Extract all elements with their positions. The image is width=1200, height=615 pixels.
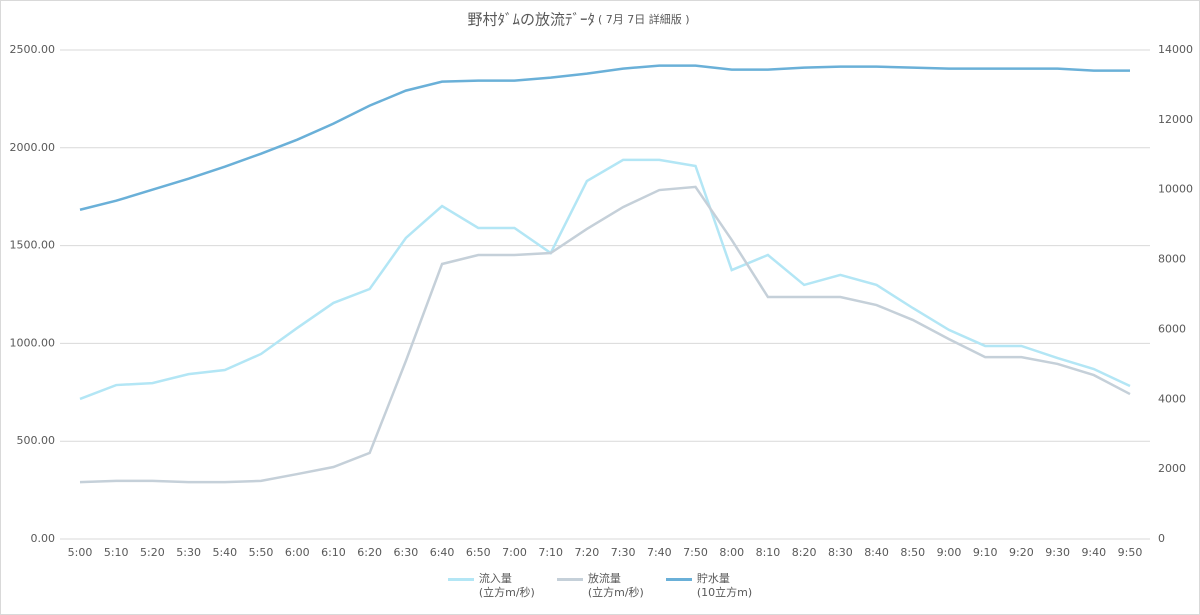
chart-title: 野村ﾀﾞﾑの放流ﾃﾞｰﾀ (467, 11, 595, 29)
x-tick-label: 6:20 (357, 546, 382, 559)
x-tick-label: 8:00 (719, 546, 744, 559)
legend-label: 流入量 (立方m/秒) (478, 572, 535, 599)
legend-label: 放流量 (立方m/秒) (587, 572, 644, 599)
x-tick-label: 9:10 (973, 546, 998, 559)
series-line (79, 185, 1131, 484)
x-tick-label: 9:30 (1045, 546, 1070, 559)
x-tick-label: 8:40 (864, 546, 889, 559)
x-tick-label: 5:50 (249, 546, 274, 559)
y-tick-label: 0.00 (31, 532, 56, 545)
y-tick-label: 500.00 (17, 434, 56, 447)
y2-tick-label: 10000 (1158, 183, 1193, 196)
y-tick-label: 2000.00 (10, 141, 56, 154)
legend-swatch (556, 578, 583, 581)
x-tick-label: 7:50 (683, 546, 708, 559)
legend: 流入量 (立方m/秒) 放流量 (立方m/秒) 貯水量 (10立方m) (0, 572, 1200, 600)
x-tick-label: 5:00 (68, 546, 93, 559)
legend-swatch (447, 578, 474, 581)
x-tick-label: 6:30 (394, 546, 419, 559)
x-tick-label: 8:30 (828, 546, 853, 559)
y2-tick-label: 8000 (1158, 253, 1186, 266)
y2-tick-label: 6000 (1158, 322, 1186, 335)
y2-tick-label: 12000 (1158, 113, 1193, 126)
x-tick-label: 7:10 (538, 546, 563, 559)
chart-subtitle: ( 7月 7日 詳細版 ) (598, 12, 690, 26)
x-tick-label: 8:10 (756, 546, 781, 559)
y2-tick-label: 0 (1158, 532, 1165, 545)
x-tick-label: 9:50 (1118, 546, 1143, 559)
x-tick-label: 5:10 (104, 546, 129, 559)
series-line (79, 158, 1131, 401)
x-tick-label: 6:00 (285, 546, 310, 559)
x-tick-label: 6:50 (466, 546, 491, 559)
y2-tick-label: 4000 (1158, 392, 1186, 405)
x-tick-label: 6:40 (430, 546, 455, 559)
x-tick-label: 8:50 (900, 546, 925, 559)
x-tick-label: 9:20 (1009, 546, 1034, 559)
legend-item: 貯水量 (10立方m) (665, 572, 753, 600)
x-tick-label: 6:10 (321, 546, 346, 559)
y2-tick-label: 2000 (1158, 462, 1186, 475)
y-tick-label: 2500.00 (10, 43, 56, 56)
x-tick-label: 8:20 (792, 546, 817, 559)
y2-tick-label: 14000 (1158, 43, 1193, 56)
x-tick-label: 9:40 (1081, 546, 1106, 559)
legend-item: 放流量 (立方m/秒) (556, 572, 644, 600)
x-tick-label: 7:20 (575, 546, 600, 559)
x-tick-label: 5:40 (212, 546, 237, 559)
y-tick-label: 1000.00 (10, 336, 56, 349)
legend-swatch (665, 578, 692, 581)
y-tick-label: 1500.00 (10, 239, 56, 252)
series-line (79, 64, 1130, 211)
x-tick-label: 7:40 (647, 546, 672, 559)
legend-label: 貯水量 (10立方m) (696, 572, 753, 599)
x-tick-label: 5:20 (140, 546, 165, 559)
x-tick-label: 9:00 (937, 546, 962, 559)
x-tick-label: 5:30 (176, 546, 201, 559)
x-tick-label: 7:00 (502, 546, 527, 559)
legend-item: 流入量 (立方m/秒) (447, 572, 535, 600)
x-tick-label: 7:30 (611, 546, 636, 559)
